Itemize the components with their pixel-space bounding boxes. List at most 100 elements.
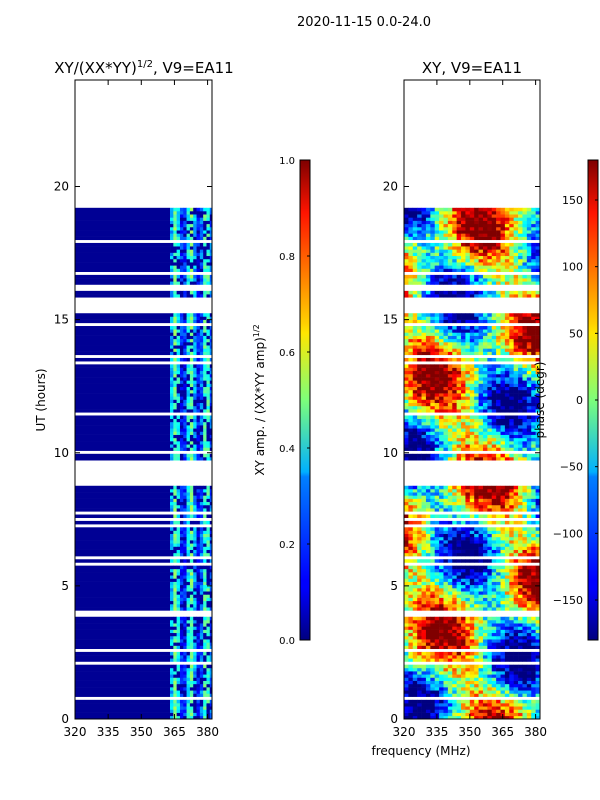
amplitude-heatmap-cell xyxy=(196,530,201,534)
phase-heatmap-cell xyxy=(408,693,414,697)
phase-heatmap-cell xyxy=(474,693,479,697)
amplitude-heatmap-cell xyxy=(206,575,211,579)
phase-heatmap-cell xyxy=(469,639,475,643)
amplitude-heatmap-cell xyxy=(209,341,212,346)
phase-heatmap-cell xyxy=(465,434,471,439)
phase-heatmap-cell xyxy=(491,431,497,435)
phase-heatmap-cell xyxy=(425,594,431,598)
phase-heatmap-cell xyxy=(452,578,457,582)
phase-heatmap-cell xyxy=(404,600,409,605)
phase-heatmap-cell xyxy=(478,421,484,426)
amplitude-heatmap-cell xyxy=(196,214,201,218)
amplitude-heatmap-cell xyxy=(206,680,211,685)
amplitude-heatmap-cell xyxy=(193,639,197,643)
phase-heatmap-cell xyxy=(443,715,449,719)
phase-heatmap-cell xyxy=(482,444,488,448)
phase-heatmap-cell xyxy=(526,680,532,685)
amplitude-heatmap-cell xyxy=(183,699,187,704)
phase-heatmap-cell xyxy=(456,418,462,423)
amplitude-heatmap-cell xyxy=(170,488,174,493)
phase-heatmap-cell xyxy=(513,687,519,691)
phase-heatmap-cell xyxy=(443,690,449,694)
phase-heatmap-cell xyxy=(443,495,449,499)
phase-heatmap-cell xyxy=(430,645,436,650)
amplitude-heatmap-cell xyxy=(203,348,207,352)
phase-heatmap-cell xyxy=(504,581,510,586)
amplitude-heatmap-cell xyxy=(186,294,191,298)
phase-heatmap-cell xyxy=(443,453,449,458)
phase-heatmap-cell xyxy=(452,677,457,681)
phase-heatmap-cell xyxy=(434,578,440,582)
phase-heatmap-cell xyxy=(434,594,440,598)
amplitude-heatmap-cell xyxy=(209,294,212,298)
phase-heatmap-cell xyxy=(417,591,422,595)
amplitude-heatmap-cell xyxy=(75,444,171,448)
amplitude-heatmap-cell xyxy=(176,332,181,336)
phase-heatmap-cell xyxy=(535,389,540,394)
amplitude-heatmap-cell xyxy=(189,262,194,266)
phase-heatmap-cell xyxy=(469,600,475,605)
phase-heatmap-cell xyxy=(447,674,453,678)
amplitude-heatmap-cell xyxy=(183,549,187,554)
amplitude-heatmap-cell xyxy=(189,677,194,681)
phase-heatmap-cell xyxy=(500,428,506,432)
amplitude-heatmap-cell xyxy=(75,332,171,336)
phase-heatmap-cell xyxy=(482,549,488,554)
amplitude-heatmap-cell xyxy=(196,262,201,266)
phase-heatmap-cell xyxy=(482,671,488,675)
phase-heatmap-cell xyxy=(439,396,444,400)
amplitude-heatmap-cell xyxy=(196,444,201,448)
phase-heatmap-cell xyxy=(425,572,431,576)
phase-heatmap-cell xyxy=(421,578,427,582)
phase-heatmap-cell xyxy=(430,389,436,394)
amplitude-heatmap-cell xyxy=(186,501,191,506)
amplitude-heatmap-cell xyxy=(179,568,184,573)
phase-heatmap-cell xyxy=(443,619,449,624)
amplitude-heatmap-cell xyxy=(196,220,201,225)
phase-heatmap-cell xyxy=(518,626,523,630)
amplitude-heatmap-cell xyxy=(189,425,194,429)
phase-heatmap-cell xyxy=(504,425,510,429)
phase-heatmap-cell xyxy=(522,581,528,586)
phase-heatmap-cell xyxy=(417,399,422,403)
phase-heatmap-cell xyxy=(430,687,436,691)
amplitude-heatmap-cell xyxy=(170,329,174,333)
amplitude-heatmap-cell xyxy=(196,457,201,461)
phase-heatmap-cell xyxy=(421,629,427,634)
phase-heatmap-cell xyxy=(461,715,466,719)
phase-heatmap-cell xyxy=(461,335,466,340)
phase-heatmap-cell xyxy=(496,405,501,410)
phase-heatmap-cell xyxy=(452,367,457,372)
amplitude-heatmap-cell xyxy=(196,709,201,713)
amplitude-heatmap-cell xyxy=(173,226,177,231)
phase-heatmap-cell xyxy=(408,335,414,340)
phase-heatmap-cell xyxy=(439,399,444,403)
amplitude-heatmap-cell xyxy=(199,559,204,563)
amplitude-heatmap-cell xyxy=(203,514,207,519)
phase-heatmap-cell xyxy=(487,409,493,413)
amplitude-heatmap-cell xyxy=(199,380,204,384)
phase-heatmap-cell xyxy=(500,421,506,426)
phase-heatmap-cell xyxy=(531,559,536,563)
amplitude-heatmap-cell xyxy=(186,603,191,608)
phase-heatmap-cell xyxy=(425,533,431,538)
phase-heatmap-cell xyxy=(496,594,501,598)
phase-heatmap-cell xyxy=(425,543,431,547)
phase-heatmap-cell xyxy=(439,383,444,388)
phase-heatmap-cell xyxy=(408,501,414,506)
phase-heatmap-cell xyxy=(412,457,418,461)
phase-heatmap-cell xyxy=(456,345,462,349)
phase-heatmap-cell xyxy=(535,709,540,713)
phase-heatmap-cell xyxy=(504,690,510,694)
amplitude-heatmap-cell xyxy=(203,635,207,640)
phase-heatmap-cell xyxy=(452,520,457,525)
phase-heatmap-cell xyxy=(474,421,479,426)
phase-heatmap-cell xyxy=(443,527,449,531)
phase-heatmap-cell xyxy=(518,444,523,448)
phase-heatmap-cell xyxy=(509,687,514,691)
phase-heatmap-cell xyxy=(513,552,519,557)
phase-heatmap-cell xyxy=(518,341,523,346)
amplitude-heatmap-cell xyxy=(196,680,201,685)
amplitude-heatmap-cell xyxy=(209,249,212,253)
